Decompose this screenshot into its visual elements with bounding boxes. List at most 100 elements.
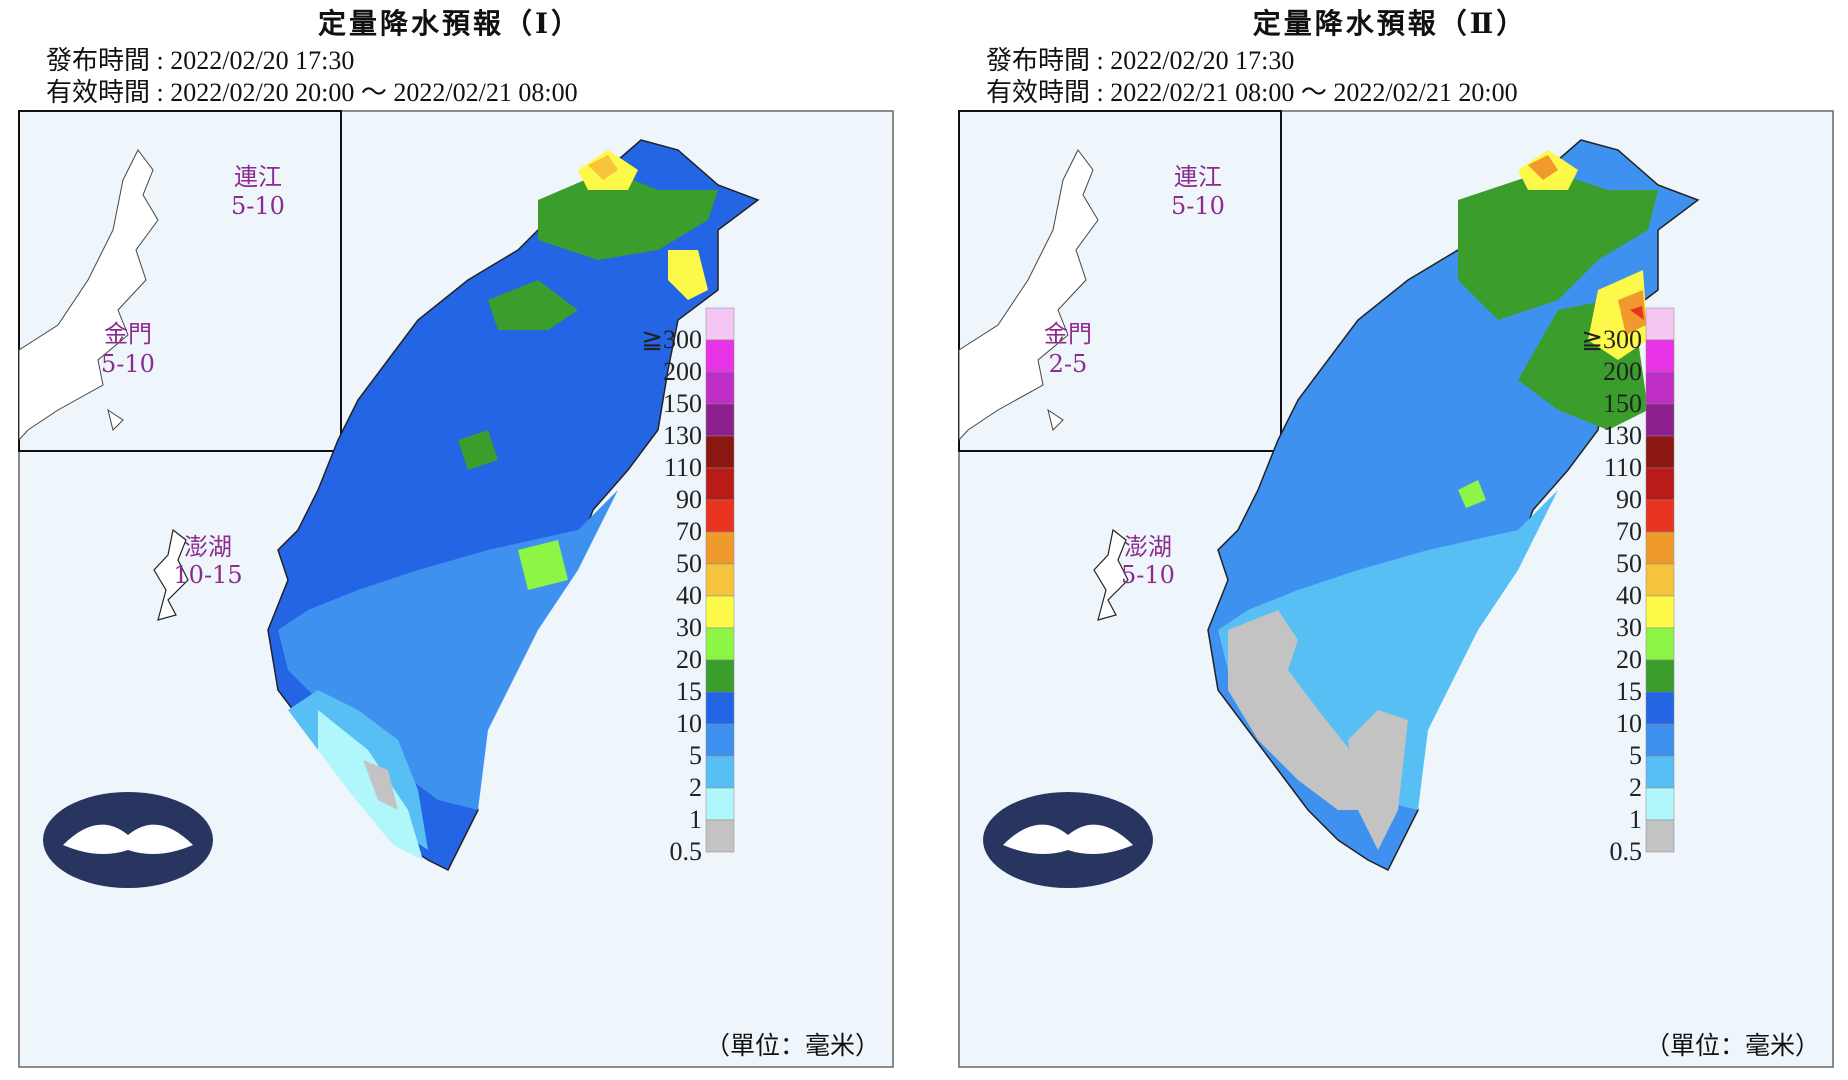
legend-swatch xyxy=(1645,563,1675,597)
qpf-panel-2: 定量降水預報（Ⅱ） 發布時間 : 2022/02/20 17:30 有效時間 :… xyxy=(940,0,1840,1080)
legend-level-label: 10 xyxy=(676,709,702,738)
legend-level-label: 90 xyxy=(676,485,702,514)
legend-level-label: 5 xyxy=(1629,741,1642,770)
legend-swatch xyxy=(705,435,735,469)
legend-swatch xyxy=(705,403,735,437)
legend-level-label: 110 xyxy=(1604,453,1642,482)
legend-level-label: 0.5 xyxy=(670,837,703,866)
legend-level-label: 50 xyxy=(676,549,702,578)
panel-title: 定量降水預報（Ⅱ） xyxy=(1252,7,1528,40)
rainfall-map: 連江 5-10 金門 5-10 澎湖 10-15 xyxy=(18,110,894,1068)
island-name-penghu: 澎湖 xyxy=(184,533,232,561)
legend-swatch xyxy=(705,659,735,693)
taiwan-rainfall xyxy=(267,139,760,872)
legend-level-label: 10 xyxy=(1616,709,1642,738)
legend-swatch xyxy=(705,627,735,661)
legend-level-label: 20 xyxy=(1616,645,1642,674)
legend-swatch xyxy=(705,307,735,341)
legend-swatch xyxy=(705,339,735,373)
legend-swatch xyxy=(1645,595,1675,629)
legend-level-label: ≧300 xyxy=(1581,325,1642,354)
legend-swatch xyxy=(705,595,735,629)
legend-swatch xyxy=(705,691,735,725)
legend-level-label: 30 xyxy=(676,613,702,642)
legend-swatch xyxy=(1645,339,1675,373)
legend-level-label: 15 xyxy=(676,677,702,706)
legend-swatch xyxy=(705,531,735,565)
legend-swatch xyxy=(1645,499,1675,533)
taiwan-rainfall xyxy=(1207,139,1700,872)
legend-level-label: 5 xyxy=(689,741,702,770)
issue-time: 發布時間 : 2022/02/20 17:30 xyxy=(986,46,1295,75)
legend-level-label: 110 xyxy=(664,453,702,482)
legend-swatch xyxy=(1645,819,1675,853)
penghu-islands: 澎湖 5-10 xyxy=(1093,528,1175,621)
legend-level-label: 70 xyxy=(1616,517,1642,546)
island-value-lienchiang: 5-10 xyxy=(231,192,285,220)
valid-time: 有效時間 : 2022/02/20 20:00 ～ 2022/02/21 08:… xyxy=(46,78,578,107)
legend-swatch xyxy=(1645,723,1675,757)
legend-level-label: 15 xyxy=(1616,677,1642,706)
color-scale-legend: ≧300 200 150 130 110 90 70 50 40 30 20 15 10 5 2 1 0.5 xyxy=(1581,307,1675,866)
legend-swatch xyxy=(1645,755,1675,789)
cwb-logo xyxy=(983,792,1153,888)
legend-level-label: 150 xyxy=(1603,389,1642,418)
legend-level-label: 200 xyxy=(1603,357,1642,386)
legend-swatch xyxy=(1645,659,1675,693)
legend-swatch xyxy=(705,787,735,821)
legend-level-label: 150 xyxy=(663,389,702,418)
island-value-kinmen: 5-10 xyxy=(101,350,155,378)
color-scale-legend: ≧300 200 150 130 110 90 70 50 40 30 20 15 10 5 2 1 0.5 xyxy=(641,307,735,866)
legend-level-label: 130 xyxy=(1603,421,1642,450)
rainfall-map: 連江 5-10 金門 2-5 澎湖 5-10 ≧30 xyxy=(958,110,1834,1068)
panel-title: 定量降水預報（Ⅰ） xyxy=(317,7,583,40)
legend-swatch xyxy=(705,723,735,757)
legend-swatch xyxy=(705,819,735,853)
legend-swatch xyxy=(705,563,735,597)
legend-level-label: 40 xyxy=(676,581,702,610)
island-value-penghu: 10-15 xyxy=(173,561,242,589)
legend-level-label: 130 xyxy=(663,421,702,450)
legend-swatch xyxy=(1645,371,1675,405)
island-name-penghu: 澎湖 xyxy=(1124,533,1172,561)
island-value-penghu: 5-10 xyxy=(1121,561,1175,589)
legend-level-label: 40 xyxy=(1616,581,1642,610)
legend-swatch xyxy=(705,499,735,533)
valid-time: 有效時間 : 2022/02/21 08:00 ～ 2022/02/21 20:… xyxy=(986,78,1518,107)
issue-time: 發布時間 : 2022/02/20 17:30 xyxy=(46,46,355,75)
island-value-kinmen: 2-5 xyxy=(1049,350,1088,378)
unit-label: （單位：毫米） xyxy=(704,1031,880,1060)
legend-level-label: 0.5 xyxy=(1610,837,1643,866)
legend-level-label: 20 xyxy=(676,645,702,674)
legend-level-label: 1 xyxy=(1629,805,1642,834)
legend-level-label: 70 xyxy=(676,517,702,546)
legend-swatch xyxy=(1645,787,1675,821)
legend-swatch xyxy=(1645,691,1675,725)
inset-map: 連江 5-10 金門 2-5 xyxy=(958,110,1282,452)
legend-swatch xyxy=(1645,435,1675,469)
island-value-lienchiang: 5-10 xyxy=(1171,192,1225,220)
qpf-panel-1: 定量降水預報（Ⅰ） 發布時間 : 2022/02/20 17:30 有效時間 :… xyxy=(0,0,900,1080)
legend-level-label: 2 xyxy=(689,773,702,802)
island-name-lienchiang: 連江 xyxy=(234,163,282,191)
legend-swatch xyxy=(1645,403,1675,437)
legend-level-label: 30 xyxy=(1616,613,1642,642)
island-name-kinmen: 金門 xyxy=(1044,320,1092,348)
island-name-kinmen: 金門 xyxy=(104,320,152,348)
legend-swatch xyxy=(705,755,735,789)
legend-swatch xyxy=(705,467,735,501)
legend-level-label: 2 xyxy=(1629,773,1642,802)
legend-level-label: 50 xyxy=(1616,549,1642,578)
legend-swatch xyxy=(1645,531,1675,565)
penghu-islands: 澎湖 10-15 xyxy=(153,528,243,621)
cwb-logo xyxy=(43,792,213,888)
legend-swatch xyxy=(1645,307,1675,341)
unit-label: （單位：毫米） xyxy=(1644,1031,1820,1060)
island-name-lienchiang: 連江 xyxy=(1174,163,1222,191)
legend-level-label: 1 xyxy=(689,805,702,834)
legend-level-label: ≧300 xyxy=(641,325,702,354)
legend-level-label: 200 xyxy=(663,357,702,386)
legend-level-label: 90 xyxy=(1616,485,1642,514)
inset-map: 連江 5-10 金門 5-10 xyxy=(18,110,342,452)
legend-swatch xyxy=(1645,467,1675,501)
